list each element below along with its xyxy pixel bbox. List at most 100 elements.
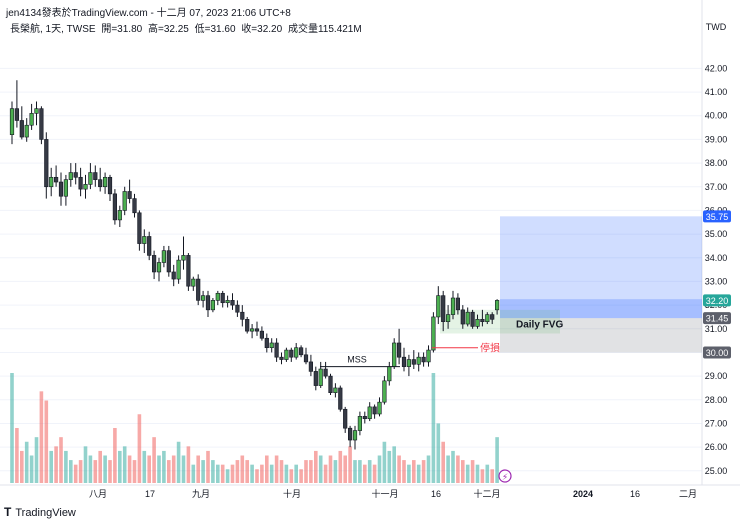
volume-bar	[412, 460, 416, 483]
volume-bar	[260, 464, 264, 483]
volume-bar	[353, 460, 357, 483]
candle	[166, 245, 171, 277]
candle-body	[78, 176, 83, 190]
volume-bar	[113, 428, 117, 483]
candle-body	[34, 108, 39, 114]
volume-bar	[485, 464, 490, 483]
candle-body	[294, 347, 299, 358]
low-value: 低=31.60	[194, 24, 236, 35]
volume-bar	[299, 469, 303, 483]
take-profit-zone	[500, 216, 702, 319]
volume-bar	[64, 450, 68, 483]
candle-body	[387, 366, 392, 382]
volume-bar	[416, 464, 421, 483]
candle-body	[382, 380, 387, 403]
candle-body	[49, 176, 54, 188]
candle-body	[264, 337, 269, 349]
candle-body	[58, 181, 64, 197]
candle-body	[352, 430, 358, 441]
candle	[313, 366, 318, 391]
candle	[259, 326, 265, 341]
candle	[450, 290, 456, 320]
volume-bar	[196, 455, 200, 483]
volume-bar	[456, 455, 460, 483]
candle	[362, 411, 367, 424]
candle-body	[53, 176, 59, 183]
volume-bar	[230, 464, 235, 483]
price-tick: 39.00	[705, 134, 728, 144]
stop-loss-zone	[500, 318, 702, 353]
candle-body	[112, 193, 117, 221]
candle	[19, 106, 24, 140]
symbol-label[interactable]: 長榮航, 1天, TWSE	[10, 24, 96, 35]
volume-bar	[69, 460, 73, 483]
candle-body	[73, 172, 78, 178]
time-tick: 16	[630, 489, 640, 499]
candle	[103, 172, 108, 194]
candle-body	[328, 375, 333, 393]
price-badge: 30.00	[703, 346, 731, 359]
volume-bar	[24, 441, 29, 483]
candle-body	[39, 108, 44, 140]
candle-body	[191, 278, 196, 287]
candle-body	[426, 349, 431, 363]
price-badge-text: 31.45	[706, 314, 729, 324]
volume-bar	[29, 455, 34, 483]
candle	[441, 290, 446, 332]
volume-bar	[255, 469, 259, 483]
volume-bar	[309, 460, 313, 483]
volume-bar	[333, 460, 338, 483]
price-tick: 40.00	[705, 111, 728, 121]
candle-body	[372, 406, 377, 415]
volume-bar	[294, 464, 298, 483]
candle	[191, 276, 196, 291]
volume-bar	[216, 464, 220, 483]
annotations: MSS 停損 Daily FVG ⚡	[320, 320, 563, 483]
volume-bar	[152, 437, 156, 483]
volume-bar	[240, 455, 245, 483]
candle-body	[416, 356, 421, 365]
candle	[68, 163, 73, 187]
volume-bar	[338, 450, 343, 483]
candle-body	[210, 300, 216, 311]
candle	[93, 165, 98, 187]
candle	[230, 293, 235, 310]
candle-body	[176, 259, 181, 280]
candle	[475, 314, 480, 329]
candle	[122, 186, 127, 216]
candle-body	[318, 368, 323, 386]
price-badge-bg	[703, 346, 731, 359]
candle	[63, 174, 68, 206]
candle	[78, 167, 83, 197]
candle	[107, 174, 113, 201]
price-badge: 35.75	[703, 210, 731, 223]
time-axis[interactable]: 八月 17 九月 十月 十一月 16 十二月 2024 16 二月	[89, 488, 697, 499]
candle-body	[490, 314, 495, 320]
candle	[494, 299, 500, 315]
candle	[112, 189, 117, 225]
candle-body	[83, 184, 88, 190]
price-badge: 32.20	[703, 294, 731, 307]
tradingview-logo[interactable]: T TradingView	[4, 505, 76, 519]
candle	[240, 305, 245, 327]
candle	[343, 406, 348, 433]
candle-body	[308, 361, 314, 372]
candle	[235, 300, 240, 317]
price-badge-text: 32.20	[706, 296, 729, 306]
candle-body	[421, 356, 426, 363]
candle	[9, 101, 15, 145]
candle-body	[122, 191, 127, 211]
price-axis[interactable]: TWD 25.00 26.00 27.00 28.00 29.00 30.00 31.00 32…	[703, 22, 731, 476]
volume-bar	[137, 414, 142, 483]
candle	[426, 345, 431, 367]
ohlc-legend: 長榮航, 1天, TWSE 開=31.80 高=32.25 低=31.60 收=…	[10, 20, 365, 35]
volume-bar	[392, 446, 396, 483]
price-tick: 28.00	[705, 395, 728, 405]
candle	[352, 425, 358, 450]
volume-bar	[402, 460, 406, 483]
volume-bar	[122, 446, 127, 483]
time-tick: 17	[145, 489, 155, 499]
volume-bar	[279, 460, 284, 483]
candle	[387, 361, 392, 386]
